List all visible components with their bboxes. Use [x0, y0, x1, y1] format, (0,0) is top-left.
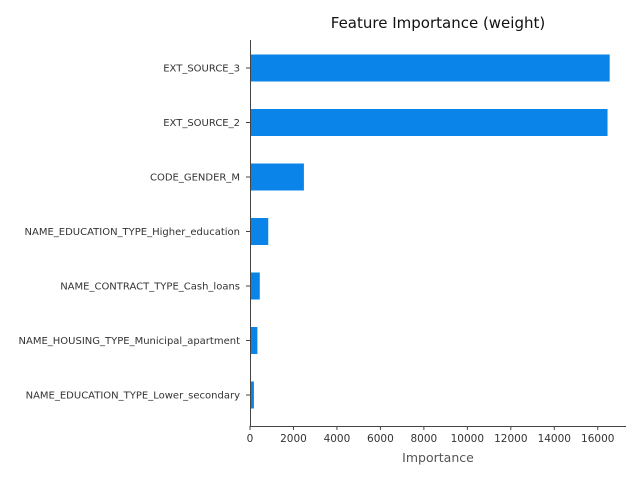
x-ticks: 0 2000 4000 6000 8000 10000 12000 14000 16000: [247, 426, 614, 445]
x-axis-title: Importance: [402, 450, 474, 465]
y-tick-labels: EXT_SOURCE_3 EXT_SOURCE_2 CODE_GENDER_M NAM…: [19, 64, 250, 402]
chart-title: Feature Importance (weight): [331, 14, 545, 32]
y-tick-label: EXT_SOURCE_3: [163, 64, 240, 75]
x-tick-label: 10000: [451, 433, 484, 445]
x-tick-label: 6000: [367, 433, 394, 445]
y-tick-label: NAME_CONTRACT_TYPE_Cash_loans: [60, 282, 240, 293]
y-tick-label: NAME_EDUCATION_TYPE_Higher_education: [25, 227, 241, 238]
bar-name-contract-type-cash-loans: [251, 272, 260, 300]
x-tick-label: 16000: [581, 433, 614, 445]
x-tick-label: 4000: [324, 433, 351, 445]
x-tick-label: 8000: [411, 433, 438, 445]
bars-group: [251, 54, 610, 409]
bar-ext-source-3: [251, 54, 610, 82]
x-tick-label: 12000: [494, 433, 527, 445]
x-tick-label: 2000: [280, 433, 307, 445]
x-tick-label: 0: [247, 433, 254, 445]
y-tick-label: NAME_HOUSING_TYPE_Municipal_apartment: [19, 336, 241, 347]
x-tick-label: 14000: [538, 433, 571, 445]
bar-name-education-type-lower-secondary: [251, 381, 254, 409]
y-tick-label: NAME_EDUCATION_TYPE_Lower_secondary: [26, 391, 240, 402]
y-tick-label: EXT_SOURCE_2: [163, 118, 240, 129]
bar-code-gender-m: [251, 163, 304, 191]
bar-ext-source-2: [251, 109, 608, 136]
y-tick-label: CODE_GENDER_M: [150, 173, 240, 184]
bar-name-education-type-higher-education: [251, 218, 269, 245]
bar-name-housing-type-municipal-apartment: [251, 327, 258, 354]
